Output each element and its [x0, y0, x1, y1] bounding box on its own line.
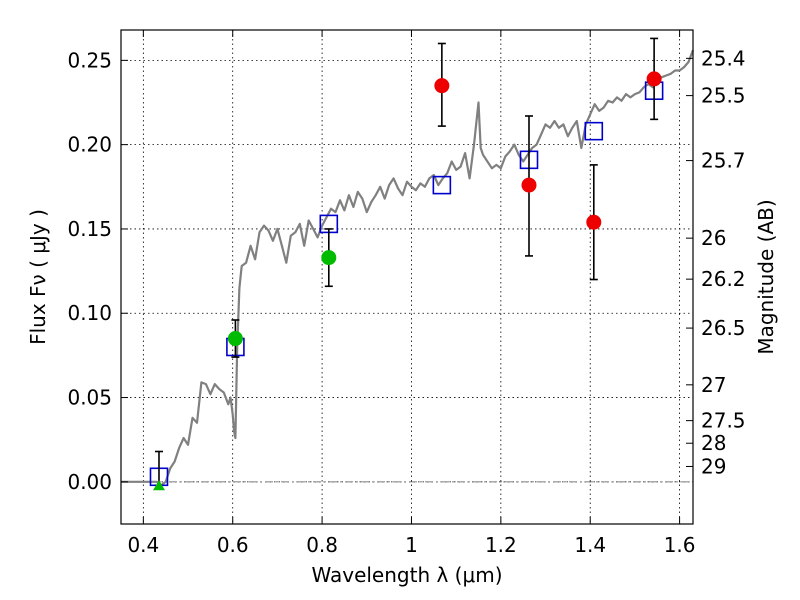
red-point — [586, 214, 602, 230]
x-tick-label: 0.8 — [306, 533, 338, 557]
series-group — [121, 37, 695, 491]
y-tick-label: 0.20 — [67, 133, 112, 157]
bandpass-square — [432, 175, 452, 195]
y-axis-title-right: Magnitude (AB) — [754, 199, 778, 354]
x-tick-label: 1.2 — [485, 533, 517, 557]
ticks-group: 0.4 0.6 0.8 1 1.2 1.4 1.6 0.00 0.05 0.10 0.15 0.20 0… — [67, 30, 746, 557]
mag-tick-label: 26 — [701, 226, 726, 250]
red-point — [521, 177, 537, 193]
mag-tick-label: 26.5 — [701, 316, 746, 340]
x-axis-title: Wavelength λ (μm) — [311, 563, 502, 587]
mag-tick-label: 28 — [701, 431, 726, 455]
x-tick-label: 0.4 — [127, 533, 159, 557]
red-point — [646, 71, 662, 87]
spectrum-line — [121, 49, 695, 487]
mag-tick-label: 25.4 — [701, 46, 746, 70]
mag-tick-label: 25.7 — [701, 149, 746, 173]
mag-tick-label: 27.5 — [701, 409, 746, 433]
y-axis-title-left: Flux Fν ( μJy ) — [26, 209, 50, 345]
x-tick-label: 1.4 — [574, 533, 606, 557]
mag-tick-label: 26.2 — [701, 267, 746, 291]
x-tick-label: 1.6 — [664, 533, 696, 557]
x-tick-label: 0.6 — [217, 533, 249, 557]
x-tick-label: 1 — [405, 533, 418, 557]
upper-limit-triangle — [152, 480, 165, 491]
bandpass-square — [584, 121, 604, 141]
mag-tick-label: 27 — [701, 373, 726, 397]
y-tick-label: 0.15 — [67, 217, 112, 241]
y-tick-label: 0.10 — [67, 301, 112, 325]
red-point — [434, 78, 450, 94]
green-point — [227, 331, 243, 347]
mag-tick-label: 29 — [701, 454, 726, 478]
y-tick-label: 0.25 — [67, 48, 112, 72]
mag-tick-label: 25.5 — [701, 84, 746, 108]
y-tick-label: 0.00 — [67, 470, 112, 494]
green-point — [321, 250, 337, 266]
plot-frame — [120, 29, 694, 525]
y-tick-label: 0.05 — [67, 386, 112, 410]
